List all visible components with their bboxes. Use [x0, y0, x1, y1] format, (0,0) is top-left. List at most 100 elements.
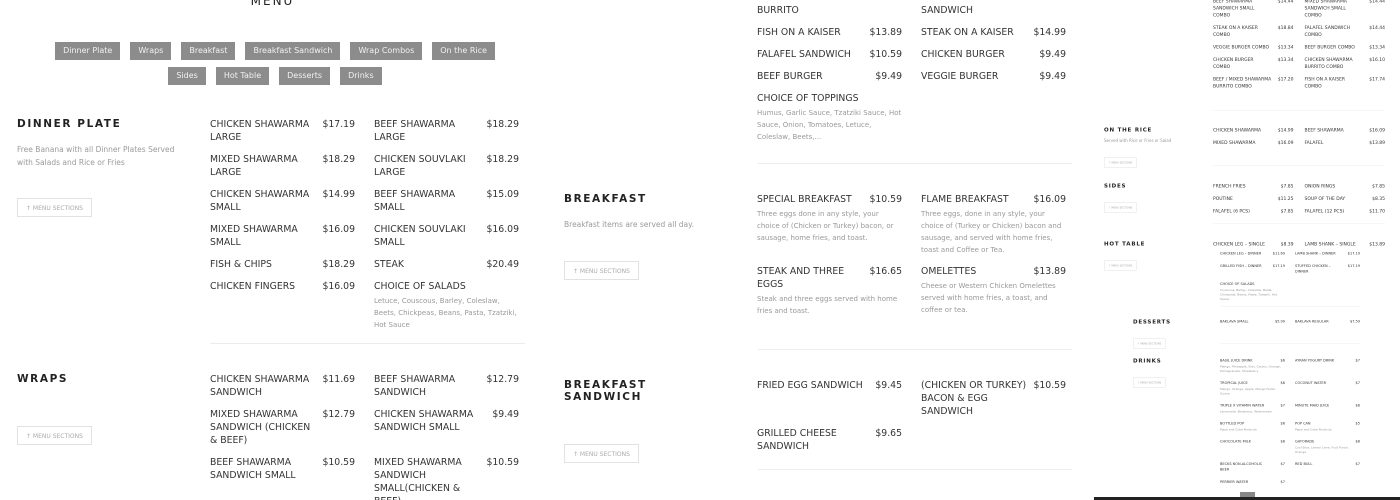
item-price: $10.59: [486, 457, 519, 468]
item-price: $7: [1280, 462, 1285, 466]
item-price: $10.59: [322, 457, 355, 468]
item-description: Cheese or Western Chicken Omelettes serv…: [921, 282, 1056, 314]
menu-sections-button[interactable]: ↑ MENU SECTIONS: [1133, 377, 1166, 388]
section-info: BREAKFAST Breakfast items are served all …: [564, 193, 729, 280]
item-name: Chicken Burger Combo: [1213, 57, 1254, 70]
menu-item: Falafel (12 PCS) $11.70: [1305, 208, 1386, 215]
menu-item: Falafel Sandwich Combo $14.44: [1305, 25, 1386, 39]
menu-sections-button[interactable]: ↑ MENU SECTIONS: [564, 444, 639, 463]
menu-sections-button[interactable]: ↑ MENU SECTIONS: [17, 198, 92, 217]
item-name: Lamb Shank – Single: [1304, 242, 1356, 247]
item-name: Falafel Sandwich Combo: [1304, 25, 1350, 38]
item-price: $7: [1355, 358, 1360, 363]
menu-items-grid: Burrito Sandwich Fish on a Kaiser $13.89 Ste…: [757, 4, 1066, 143]
item-price: $14.99: [1277, 128, 1294, 133]
item-name: Bottled Pop: [1220, 421, 1245, 426]
item-price: $6: [1280, 381, 1285, 385]
nav-button-wrap-combos[interactable]: Wrap Combos: [350, 42, 423, 60]
menu-sections-button[interactable]: ↑ MENU SECTIONS: [1133, 338, 1166, 349]
nav-button-on-the-rice[interactable]: On the Rice: [432, 42, 495, 60]
menu-sections-button[interactable]: ↑ MENU SECTIONS: [564, 260, 639, 280]
menu-sections-button[interactable]: ↑ MENU SECTIONS: [1104, 202, 1137, 213]
item-price: $11.70: [1369, 209, 1385, 214]
menu-sections-button[interactable]: ↑ MENU SECTIONS: [1104, 157, 1137, 168]
item-price: $5: [1355, 421, 1360, 426]
menu-item: Ayran Yogurt Drink $7: [1295, 358, 1360, 374]
menu-sections-button[interactable]: ↑ MENU SECTIONS: [17, 426, 92, 445]
nav-button-drinks[interactable]: Drinks: [340, 67, 382, 85]
menu-page-overview: Beef Shawarma Sandwich Small Combo $14.44…: [1095, 0, 1400, 500]
menu-items-grid: Baklava Small $5.99 Baklava Regular $7.59: [1220, 319, 1360, 325]
item-name: Choice of Toppings: [757, 93, 859, 104]
menu-page-middle: Burrito Sandwich Fish on a Kaiser $13.89 Ste…: [547, 0, 1092, 500]
menu-item: Beef Shawarma Large $18.29: [374, 118, 519, 144]
item-name: Beef Burger Combo: [1304, 45, 1355, 50]
item-name: Grilled Cheese Sandwich: [757, 428, 837, 452]
item-price: $9.49: [1039, 49, 1066, 60]
menu-sections-button[interactable]: ↑ MENU SECTIONS: [1104, 260, 1137, 271]
menu-items-grid: Chicken Shawarma Large $17.19 Beef Shawarm…: [210, 118, 519, 331]
section-info: SIDES ↑ MENU SECTIONS: [1104, 183, 1199, 213]
menu-item: Chicken Shawarma Sandwich $11.69: [210, 373, 355, 399]
item-price: $16.65: [869, 266, 902, 277]
menu-item: Grilled Fish – Dinner $17.19: [1220, 264, 1285, 275]
item-name: Fried Egg Sandwich: [757, 380, 863, 391]
item-name: Chicken Shawarma Burrito Combo: [1304, 57, 1353, 70]
item-name: Chicken Leg – Single: [1213, 242, 1265, 247]
item-name: Stuffed Chicken – Dinner: [1295, 264, 1331, 274]
section-divider: [1220, 343, 1360, 344]
nav-button-hot-table[interactable]: Hot Table: [215, 67, 270, 85]
section-divider: [1220, 306, 1360, 307]
item-name: Chicken Shawarma Large: [210, 119, 310, 143]
menu-item: Coconut Water $7: [1295, 381, 1360, 397]
item-price: $8.39: [1280, 242, 1294, 247]
menu-item: Becks Non-Alcoholic Beer $7: [1220, 462, 1285, 473]
item-price: $14.44: [1369, 25, 1385, 31]
nav-button-dinner-plate[interactable]: Dinner Plate: [55, 42, 121, 60]
nav-button-breakfast-sandwich[interactable]: Breakfast Sandwich: [245, 42, 341, 60]
item-price: $9.49: [492, 409, 519, 420]
item-price: $20.49: [486, 259, 519, 270]
item-price: $18.29: [322, 154, 355, 165]
menu-item: Chicken Souvlaki Small $16.09: [374, 223, 519, 249]
item-price: $17.74: [1369, 77, 1385, 82]
item-name: Mixed Shawarma Sandwich (Chicken & Beef): [210, 409, 311, 446]
section-divider: [758, 469, 1072, 470]
menu-item: Soup of the Day $8.35: [1305, 196, 1386, 203]
item-price: $15.09: [486, 189, 519, 200]
item-name: Beef Shawarma Small: [374, 189, 456, 213]
menu-item: Fried Egg Sandwich $9.45: [757, 379, 902, 418]
item-price: $9.49: [875, 71, 902, 82]
item-price: $14.99: [322, 189, 355, 200]
item-price: $9.49: [1039, 71, 1066, 82]
item-price: $7: [1280, 403, 1285, 408]
item-name: Soup of the Day: [1304, 196, 1346, 202]
nav-button-wraps[interactable]: Wraps: [130, 42, 172, 60]
item-price: $14.44: [1369, 0, 1385, 4]
menu-item: Choice of Salads Letuce, Couscous, Barley…: [374, 280, 519, 331]
section-info: WRAPS ↑ MENU SECTIONS: [17, 373, 182, 445]
scroll-handle[interactable]: [1240, 492, 1255, 497]
section-heading: BREAKFAST SANDWICH: [564, 379, 647, 403]
nav-button-sides[interactable]: Sides: [168, 67, 206, 85]
item-name: Chicken Shawarma: [1213, 128, 1262, 133]
nav-button-breakfast[interactable]: Breakfast: [181, 42, 236, 60]
item-description: Steak and three eggs served with home fr…: [757, 295, 898, 315]
item-price: $17.19: [1347, 264, 1360, 268]
item-price: $13.89: [1369, 140, 1385, 146]
item-price: $14.99: [1033, 27, 1066, 38]
section-divider: [758, 349, 1072, 350]
item-name: Fish on a Kaiser Combo: [1304, 77, 1346, 89]
item-description: Letuce, Couscous, Barley, Coleslaw, Beet…: [374, 297, 517, 329]
item-name: Baklava Small: [1220, 319, 1249, 324]
nav-button-desserts[interactable]: Desserts: [279, 67, 331, 85]
item-name: Steak: [374, 259, 404, 270]
section-heading: BREAKFAST: [564, 193, 647, 205]
section-heading: DINNER PLATE: [17, 118, 122, 130]
section-info: ON THE RICE Served with Rice or Fries or …: [1104, 127, 1199, 168]
item-price: $17.19: [1272, 264, 1285, 268]
menu-item: Beef Shawarma Sandwich $12.79: [374, 373, 519, 399]
item-name: Falafel (6 PCS): [1213, 209, 1250, 214]
menu-item: Minute Maid Juice $6: [1295, 403, 1360, 414]
item-name: Ayran Yogurt Drink: [1295, 358, 1335, 363]
